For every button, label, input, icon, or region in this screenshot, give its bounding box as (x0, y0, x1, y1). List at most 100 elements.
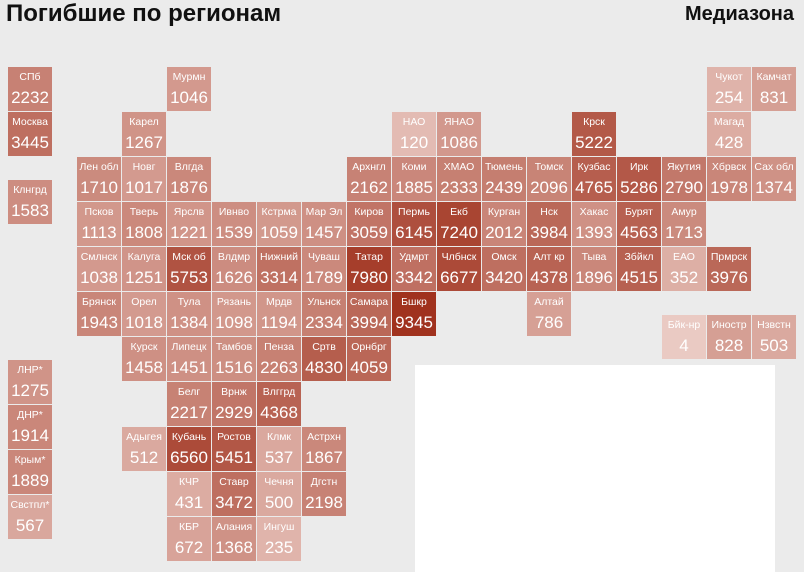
region-tile: ЯНАО 1086 (437, 112, 481, 156)
region-label: ЯНАО (443, 116, 475, 128)
region-tile: Курск 1458 (122, 337, 166, 381)
region-label: Чуваш (308, 251, 340, 263)
region-value: 2333 (440, 178, 478, 197)
region-label: ХМАО (443, 161, 475, 173)
region-value: 1876 (170, 178, 208, 197)
region-value: 1038 (80, 268, 118, 287)
region-label: Алания (215, 521, 253, 533)
region-label: ЕАО (673, 251, 695, 263)
region-tile: Чукот 254 (707, 67, 751, 111)
region-tile: Влггрд 4368 (257, 382, 301, 426)
region-label: Крым* (14, 453, 46, 466)
region-tile: Белг 2217 (167, 382, 211, 426)
region-tile: Киров 3059 (347, 202, 391, 246)
region-value: 1451 (170, 358, 208, 377)
region-value: 3976 (710, 268, 748, 287)
region-label: Ярслв (173, 206, 205, 218)
region-value: 1539 (215, 223, 253, 242)
region-value: 120 (399, 133, 429, 152)
region-label: Ивнво (218, 206, 250, 218)
region-tile: Влдмр 1626 (212, 247, 256, 291)
region-tile: СПб 2232 (8, 67, 52, 111)
region-value: 1889 (11, 470, 49, 490)
region-tile: Нижний 3314 (257, 247, 301, 291)
region-value: 1713 (665, 223, 703, 242)
region-value: 428 (714, 133, 744, 152)
region-label: Рязань (216, 296, 252, 308)
region-label: Самара (349, 296, 389, 308)
region-value: 1789 (305, 268, 343, 287)
region-label: Пенза (264, 341, 294, 353)
region-value: 3420 (485, 268, 523, 287)
region-value: 1017 (125, 178, 163, 197)
region-value: 3984 (530, 223, 568, 242)
region-tile: Мск об 5753 (167, 247, 211, 291)
region-label: Ростов (217, 431, 251, 443)
region-label: Влдмр (217, 251, 251, 263)
region-value: 500 (264, 493, 294, 512)
region-label: Калуга (127, 251, 161, 263)
region-value: 4515 (620, 268, 658, 287)
region-value: 1516 (215, 358, 253, 377)
region-label: Псков (84, 206, 114, 218)
region-label: СПб (19, 71, 41, 83)
region-tile: Псков 1113 (77, 202, 121, 246)
region-tile: Мурмн 1046 (167, 67, 211, 111)
region-value: 6560 (170, 448, 208, 467)
region-label: Свстпл* (10, 498, 50, 511)
region-tile: Москва 3445 (8, 112, 52, 156)
region-value: 1275 (11, 380, 49, 400)
region-tile: Збйкл 4515 (617, 247, 661, 291)
region-tile: Алания 1368 (212, 517, 256, 561)
region-label: Тюмень (484, 161, 524, 173)
region-tile: Астрхн 1867 (302, 427, 346, 471)
region-label: Нзвстн (757, 318, 791, 331)
region-label: Клмк (266, 431, 292, 443)
region-tile: Крск 5222 (572, 112, 616, 156)
region-label: ЛНР* (17, 363, 43, 376)
region-value: 4368 (260, 403, 298, 422)
region-label: Киров (354, 206, 384, 218)
region-value: 1368 (215, 538, 253, 557)
region-label: Белг (177, 386, 201, 398)
region-value: 3994 (350, 313, 388, 332)
region-label: Мурмн (172, 71, 206, 83)
region-tile: Магад 428 (707, 112, 751, 156)
region-tile: Курган 2012 (482, 202, 526, 246)
region-value: 2232 (11, 88, 49, 107)
region-tile: Бурят 4563 (617, 202, 661, 246)
region-value: 254 (714, 88, 744, 107)
region-tile: Лен обл 1710 (77, 157, 121, 201)
region-value: 2198 (305, 493, 343, 512)
region-value: 1393 (575, 223, 613, 242)
region-value: 5222 (575, 133, 613, 152)
region-value: 4830 (305, 358, 343, 377)
region-value: 2162 (350, 178, 388, 197)
region-value: 1059 (260, 223, 298, 242)
region-value: 1896 (575, 268, 613, 287)
region-tile: Амур 1713 (662, 202, 706, 246)
region-tile: Архнгл 2162 (347, 157, 391, 201)
region-label: Влггрд (262, 386, 296, 398)
region-label: Коми (401, 161, 427, 173)
region-label: Татар (355, 251, 383, 263)
region-value: 3314 (260, 268, 298, 287)
region-label: Карел (129, 116, 159, 128)
region-tile: Ингуш 235 (257, 517, 301, 561)
region-value: 567 (15, 515, 45, 535)
region-tile: Ирк 5286 (617, 157, 661, 201)
region-tile: Камчат 831 (752, 67, 796, 111)
region-label: Ставр (219, 476, 249, 488)
region-tile: КЧР 431 (167, 472, 211, 516)
region-tile: Чечня 500 (257, 472, 301, 516)
region-tile: Калуга 1251 (122, 247, 166, 291)
region-value: 1978 (710, 178, 748, 197)
region-value: 235 (264, 538, 294, 557)
region-label: Архнгл (352, 161, 386, 173)
region-label: Нижний (259, 251, 298, 263)
region-value: 1458 (125, 358, 163, 377)
region-value: 503 (759, 335, 789, 355)
region-value: 1457 (305, 223, 343, 242)
region-tile: Татар 7980 (347, 247, 391, 291)
